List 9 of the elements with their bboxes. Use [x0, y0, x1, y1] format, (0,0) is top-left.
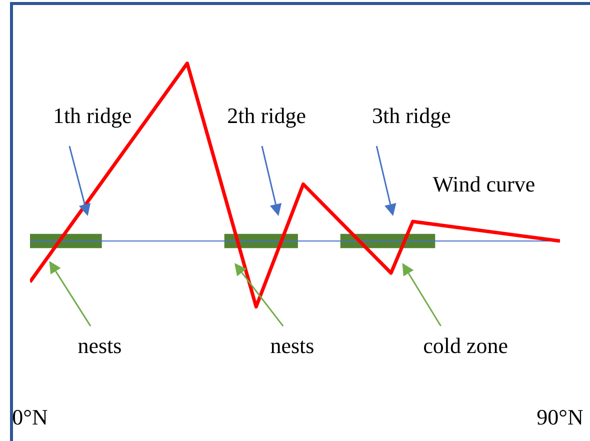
- annotation: 1th ridge: [52, 103, 132, 128]
- annotation: 3th ridge: [372, 103, 451, 128]
- annotation: 2th ridge: [227, 103, 306, 128]
- x-tick-label: 90°N: [536, 404, 584, 430]
- series-label: Wind curve: [432, 171, 536, 196]
- text: nests: [78, 333, 122, 358]
- text: cold zone: [423, 333, 508, 358]
- x-tick-label: 0°N: [12, 404, 48, 430]
- text: nests: [270, 333, 314, 358]
